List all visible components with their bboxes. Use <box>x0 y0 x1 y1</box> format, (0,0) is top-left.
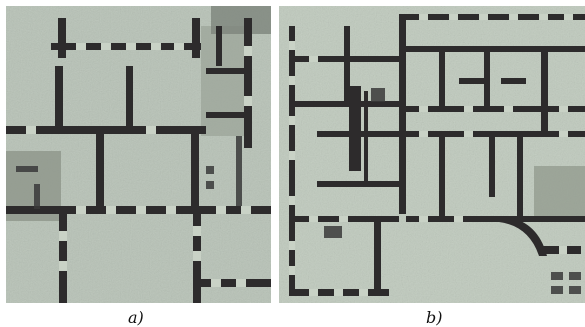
floor-plan-panel-a <box>6 6 271 303</box>
plan-details <box>16 136 242 209</box>
plan-details <box>324 88 581 294</box>
shaded-room <box>201 26 246 136</box>
panel-a-caption: a) <box>128 308 144 327</box>
panel-b-caption: b) <box>426 308 443 327</box>
floor-plan-b-drawing <box>279 6 585 303</box>
window-openings <box>289 14 573 296</box>
floor-plan-panel-b <box>279 6 585 303</box>
paper-texture <box>279 6 585 303</box>
window-openings <box>26 43 252 287</box>
shaded-room <box>534 166 585 221</box>
floor-plan-a-drawing <box>6 6 271 303</box>
